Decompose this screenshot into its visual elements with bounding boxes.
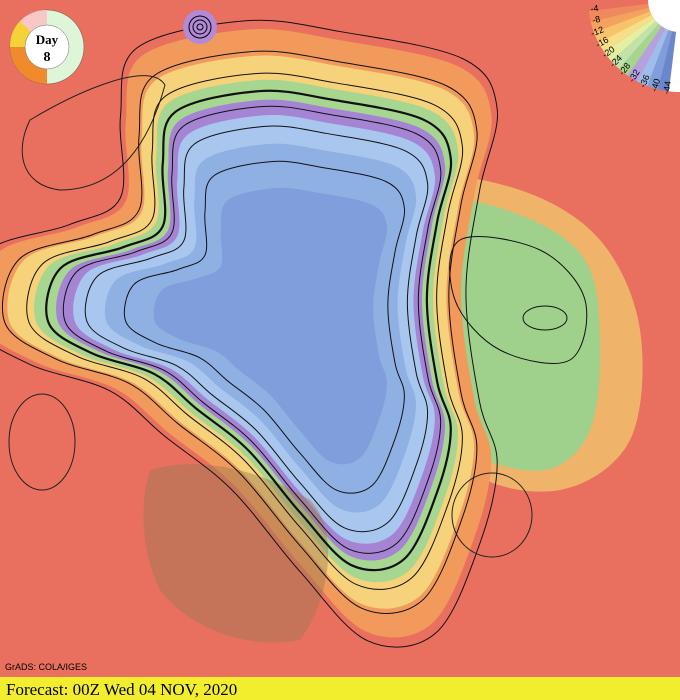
legend-swatch: [598, 14, 654, 53]
footer-bar: [0, 677, 680, 700]
legend-center: [648, 0, 680, 32]
credit: GrADS: COLA/IGES: [5, 662, 87, 672]
contour: [449, 236, 588, 364]
footer-text: Forecast: 00Z Wed 04 NOV, 2020: [6, 680, 237, 699]
legend-label: -8: [591, 14, 601, 26]
legend-swatch: [590, 7, 651, 33]
legend-swatch: [588, 0, 649, 12]
temperature-band: [153, 187, 388, 465]
icon: [183, 10, 217, 44]
contour: [123, 160, 406, 494]
contour: [0, 19, 499, 648]
legend-swatch: [637, 28, 669, 87]
land-overlay: [143, 464, 329, 643]
legend-label: -44: [661, 80, 673, 94]
legend-label: -12: [589, 24, 605, 38]
legend-swatch: [593, 11, 652, 43]
legend-swatch: [588, 3, 649, 23]
legend: -4-8-12-16-20-24-28-32-36-40 -44: [588, 0, 680, 95]
legend-swatch: [604, 18, 657, 62]
contour: [45, 89, 453, 572]
contour: [8, 393, 76, 491]
day-dial: Day 8: [9, 9, 85, 85]
legend-swatch: [627, 26, 666, 82]
contour: [62, 105, 442, 554]
contour: [84, 125, 429, 533]
contours: [0, 19, 588, 648]
contour: [522, 305, 568, 331]
legend-swatch: [647, 29, 673, 90]
legend-label: -4: [590, 3, 599, 14]
legend-label: -36: [637, 73, 651, 89]
legend-swatch: [618, 23, 662, 76]
legend-swatch: [668, 31, 680, 92]
legend-swatch: [611, 21, 659, 69]
dial-label: Day: [36, 32, 59, 47]
dial-day: 8: [44, 50, 51, 65]
contour: [451, 472, 533, 558]
contour: [26, 72, 464, 590]
legend-swatch: [657, 31, 677, 92]
legend-label: -40: [649, 77, 662, 92]
contour: [1, 50, 478, 614]
contour: [21, 75, 166, 191]
